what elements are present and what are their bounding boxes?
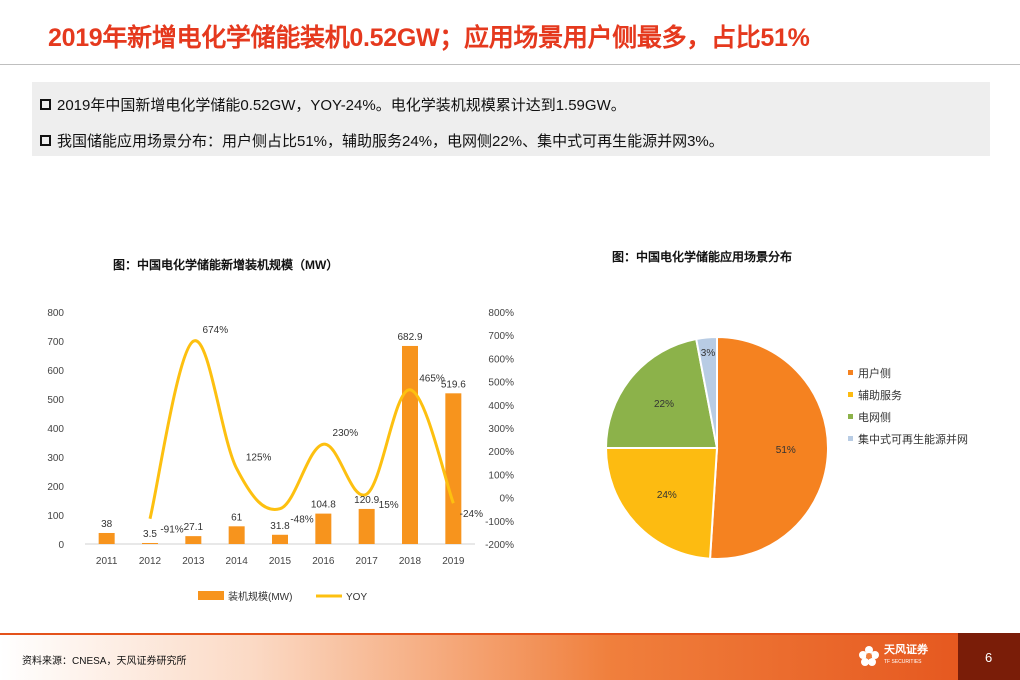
y-left-tick-label: 500 bbox=[47, 395, 64, 406]
bar-value-label: 61 bbox=[231, 512, 243, 523]
y-right-tick-label: 400% bbox=[488, 401, 514, 412]
y-left-tick-label: 300 bbox=[47, 453, 64, 464]
capacity-bar bbox=[185, 536, 202, 544]
yoy-line bbox=[148, 339, 455, 520]
pie-chart-title: 图：中国电化学储能应用场景分布 bbox=[612, 250, 793, 264]
capacity-bar bbox=[358, 508, 375, 544]
x-tick-label: 2011 bbox=[96, 556, 118, 567]
legend-bar-swatch bbox=[198, 591, 224, 600]
x-tick-label: 2012 bbox=[139, 556, 162, 567]
legend-line-label: YOY bbox=[346, 592, 367, 603]
pie-slice bbox=[708, 335, 829, 560]
pie-legend-label: 辅助服务 bbox=[858, 388, 902, 402]
capacity-bar bbox=[142, 542, 158, 544]
pie-slice-label: 51% bbox=[776, 445, 796, 456]
yoy-value-label: -24% bbox=[460, 509, 483, 520]
capacity-bar bbox=[272, 534, 288, 544]
yoy-value-label: 465% bbox=[419, 374, 445, 385]
square-bullet-icon bbox=[40, 99, 51, 110]
bar-value-label: 519.6 bbox=[441, 379, 466, 390]
pie-slice-label: 24% bbox=[657, 490, 677, 501]
bar-value-label: 38 bbox=[101, 519, 113, 530]
page-title: 2019年新增电化学储能装机0.52GW；应用场景用户侧最多，占比51% bbox=[48, 24, 810, 52]
pie-slice-label: 22% bbox=[654, 399, 674, 410]
x-tick-label: 2018 bbox=[399, 556, 422, 567]
y-right-tick-label: 100% bbox=[488, 470, 514, 481]
pie-legend-label: 用户侧 bbox=[858, 366, 891, 380]
title-divider bbox=[0, 64, 1020, 65]
yoy-value-label: 674% bbox=[203, 325, 229, 336]
bar-value-label: 31.8 bbox=[270, 521, 290, 532]
yoy-value-label: 125% bbox=[246, 453, 272, 464]
pie-legend-swatch bbox=[848, 392, 853, 397]
summary-bullet-1: 2019年中国新增电化学储能0.52GW，YOY-24%。电化学装机规模累计达到… bbox=[40, 94, 626, 115]
bar-value-label: 3.5 bbox=[143, 529, 157, 540]
brand-name: 天风证券 bbox=[884, 644, 928, 656]
summary-bullet-2: 我国储能应用场景分布：用户侧占比51%，辅助服务24%，电网侧22%、集中式可再… bbox=[40, 130, 724, 151]
y-right-tick-label: -100% bbox=[485, 517, 514, 528]
y-left-tick-label: 200 bbox=[47, 482, 64, 493]
pie-slice bbox=[695, 335, 718, 449]
y-right-tick-label: -200% bbox=[485, 540, 514, 551]
square-bullet-icon bbox=[40, 135, 51, 146]
x-tick-label: 2019 bbox=[442, 556, 465, 567]
brand-sub: TF SECURITIES bbox=[884, 659, 922, 665]
x-tick-label: 2015 bbox=[269, 556, 292, 567]
yoy-value-label: 15% bbox=[379, 500, 399, 511]
x-tick-label: 2014 bbox=[226, 556, 249, 567]
y-right-tick-label: 200% bbox=[488, 447, 514, 458]
pie-slice bbox=[604, 337, 719, 449]
bar-value-label: 27.1 bbox=[184, 522, 204, 533]
y-left-tick-label: 0 bbox=[58, 540, 64, 551]
y-right-tick-label: 0% bbox=[500, 494, 515, 505]
summary-bullet-text: 我国储能应用场景分布：用户侧占比51%，辅助服务24%，电网侧22%、集中式可再… bbox=[57, 133, 724, 150]
summary-bullet-text: 2019年中国新增电化学储能0.52GW，YOY-24%。电化学装机规模累计达到… bbox=[57, 97, 626, 114]
bar-value-label: 120.9 bbox=[354, 495, 379, 506]
y-left-tick-label: 600 bbox=[47, 366, 64, 377]
footer-bar bbox=[0, 633, 1020, 680]
page-number-block bbox=[958, 633, 1020, 680]
y-right-tick-label: 500% bbox=[488, 378, 514, 389]
y-right-tick-label: 300% bbox=[488, 424, 514, 435]
bar-value-label: 104.8 bbox=[311, 500, 336, 511]
y-left-tick-label: 800 bbox=[47, 308, 64, 319]
brand-logo: 天风证券 TF SECURITIES bbox=[858, 644, 928, 668]
yoy-value-label: -48% bbox=[290, 515, 313, 526]
bar-chart-title: 图：中国电化学储能新增装机规模（MW） bbox=[113, 258, 339, 272]
footer-band bbox=[0, 633, 1020, 635]
legend-bar-label: 装机规模(MW) bbox=[228, 590, 292, 603]
y-left-tick-label: 700 bbox=[47, 337, 64, 348]
pie-slice-label: 3% bbox=[701, 348, 716, 359]
page-number: 6 bbox=[985, 650, 993, 665]
pie-legend-swatch bbox=[848, 414, 853, 419]
pie-legend-label: 集中式可再生能源并网 bbox=[858, 432, 968, 446]
x-tick-label: 2017 bbox=[356, 556, 379, 567]
yoy-value-label: -91% bbox=[160, 525, 183, 536]
source-note: 资料来源：CNESA，天风证券研究所 bbox=[22, 656, 187, 667]
capacity-bar bbox=[315, 513, 332, 544]
y-right-tick-label: 700% bbox=[488, 331, 514, 342]
x-tick-label: 2013 bbox=[182, 556, 205, 567]
flower-logo-icon bbox=[859, 646, 879, 666]
y-right-tick-label: 800% bbox=[488, 308, 514, 319]
pie-slice bbox=[604, 447, 719, 560]
pie-legend-swatch bbox=[848, 370, 853, 375]
summary-box: 2019年中国新增电化学储能0.52GW，YOY-24%。电化学装机规模累计达到… bbox=[32, 82, 990, 156]
x-tick-label: 2016 bbox=[312, 556, 335, 567]
y-left-tick-label: 100 bbox=[47, 511, 64, 522]
pie-legend-swatch bbox=[848, 436, 853, 441]
yoy-value-label: 230% bbox=[333, 428, 359, 439]
capacity-bar bbox=[402, 345, 418, 544]
bar-value-label: 682.9 bbox=[397, 332, 422, 343]
capacity-bar bbox=[98, 532, 115, 544]
y-left-tick-label: 400 bbox=[47, 424, 64, 435]
y-right-tick-label: 600% bbox=[488, 354, 514, 365]
capacity-bar bbox=[228, 526, 245, 544]
pie-legend-label: 电网侧 bbox=[858, 411, 891, 424]
capacity-bar bbox=[445, 393, 462, 544]
capacity-combo-chart: 0 100 200 300 400 500 600 700 800 -200% -100% 0% 100… bbox=[47, 308, 515, 603]
